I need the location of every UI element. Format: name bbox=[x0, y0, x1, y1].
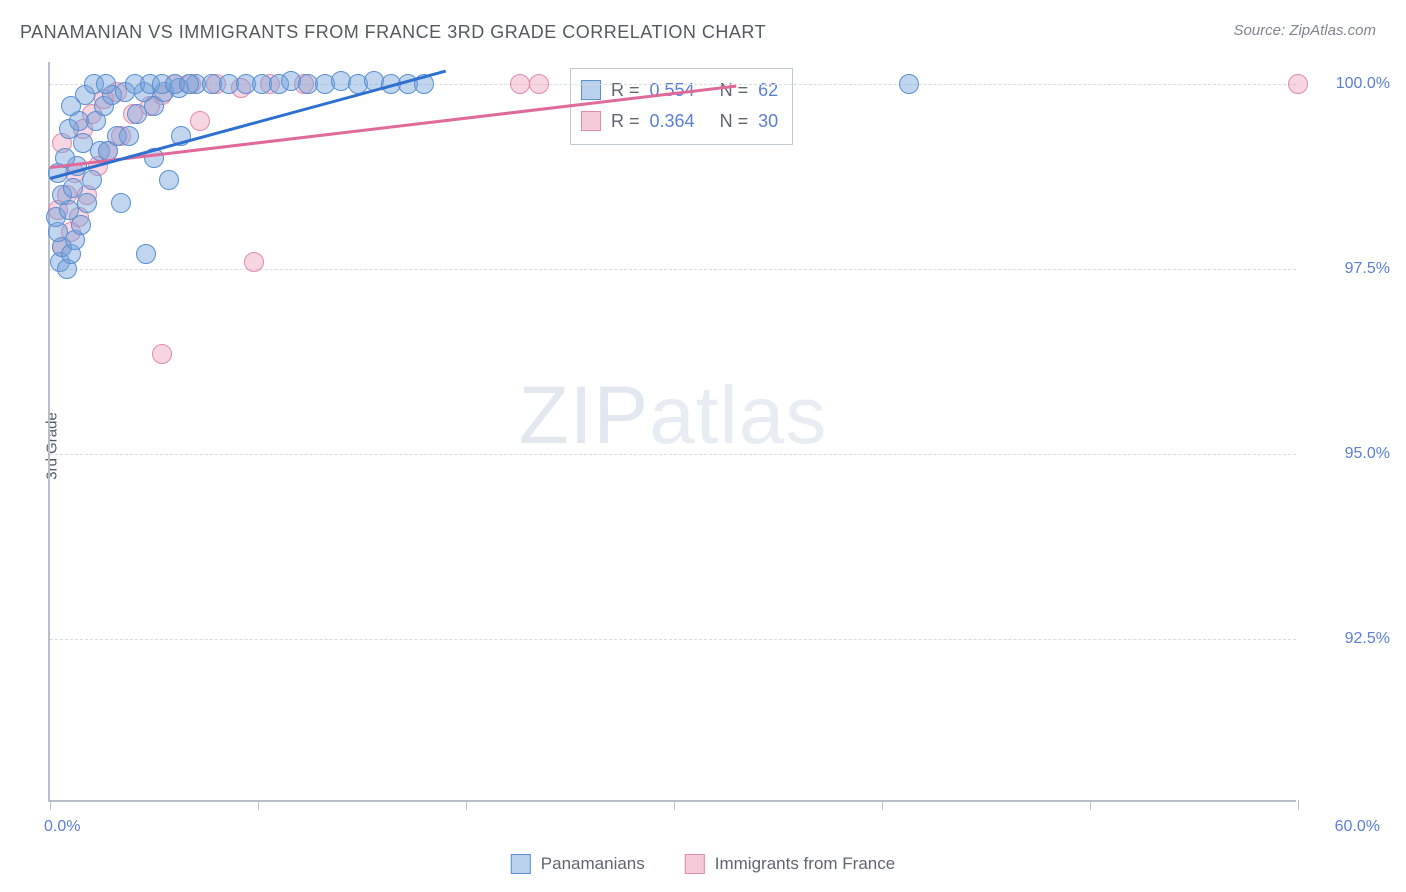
scatter-point bbox=[96, 74, 116, 94]
n-label: N = bbox=[720, 75, 749, 106]
y-tick-label: 92.5% bbox=[1345, 630, 1390, 648]
n-value-2: 30 bbox=[758, 106, 778, 137]
x-tick bbox=[1090, 800, 1091, 810]
scatter-point bbox=[529, 74, 549, 94]
gridline bbox=[50, 639, 1296, 640]
legend-item-1: Panamanians bbox=[511, 854, 645, 874]
scatter-point bbox=[179, 74, 199, 94]
legend-swatch-pink-icon bbox=[685, 854, 705, 874]
x-tick bbox=[1298, 800, 1299, 810]
x-tick bbox=[882, 800, 883, 810]
legend: Panamanians Immigrants from France bbox=[511, 854, 895, 874]
x-axis-max-label: 60.0% bbox=[1335, 818, 1380, 836]
legend-label-2: Immigrants from France bbox=[715, 854, 895, 874]
stats-box: R = 0.554 N = 62 R = 0.364 N = 30 bbox=[570, 68, 793, 145]
x-tick bbox=[258, 800, 259, 810]
legend-label-1: Panamanians bbox=[541, 854, 645, 874]
scatter-point bbox=[136, 244, 156, 264]
x-axis-min-label: 0.0% bbox=[44, 818, 80, 836]
n-value-1: 62 bbox=[758, 75, 778, 106]
r-label: R = bbox=[611, 106, 640, 137]
source-attribution: Source: ZipAtlas.com bbox=[1233, 22, 1376, 39]
stats-row-2: R = 0.364 N = 30 bbox=[581, 106, 778, 137]
scatter-point bbox=[111, 193, 131, 213]
scatter-point bbox=[119, 126, 139, 146]
scatter-point bbox=[71, 215, 91, 235]
x-tick bbox=[50, 800, 51, 810]
x-tick bbox=[674, 800, 675, 810]
scatter-point bbox=[899, 74, 919, 94]
scatter-point bbox=[63, 178, 83, 198]
scatter-point bbox=[159, 170, 179, 190]
gridline bbox=[50, 269, 1296, 270]
scatter-point bbox=[73, 133, 93, 153]
y-tick-label: 97.5% bbox=[1345, 260, 1390, 278]
legend-swatch-blue-icon bbox=[511, 854, 531, 874]
swatch-pink-icon bbox=[581, 111, 601, 131]
chart-title: PANAMANIAN VS IMMIGRANTS FROM FRANCE 3RD… bbox=[20, 22, 766, 43]
x-tick bbox=[466, 800, 467, 810]
scatter-point bbox=[152, 344, 172, 364]
scatter-point bbox=[82, 170, 102, 190]
gridline bbox=[50, 454, 1296, 455]
scatter-point bbox=[244, 252, 264, 272]
y-tick-label: 95.0% bbox=[1345, 445, 1390, 463]
legend-item-2: Immigrants from France bbox=[685, 854, 895, 874]
watermark-bold: ZIP bbox=[519, 370, 650, 461]
watermark-light: atlas bbox=[649, 370, 827, 461]
scatter-point bbox=[1288, 74, 1308, 94]
scatter-point bbox=[510, 74, 530, 94]
n-label: N = bbox=[720, 106, 749, 137]
scatter-point bbox=[77, 193, 97, 213]
scatter-point bbox=[190, 111, 210, 131]
plot-area: ZIPatlas R = 0.554 N = 62 R = 0.364 N = … bbox=[48, 62, 1296, 802]
watermark: ZIPatlas bbox=[519, 369, 828, 463]
y-tick-label: 100.0% bbox=[1336, 75, 1390, 93]
r-value-2: 0.364 bbox=[650, 106, 695, 137]
